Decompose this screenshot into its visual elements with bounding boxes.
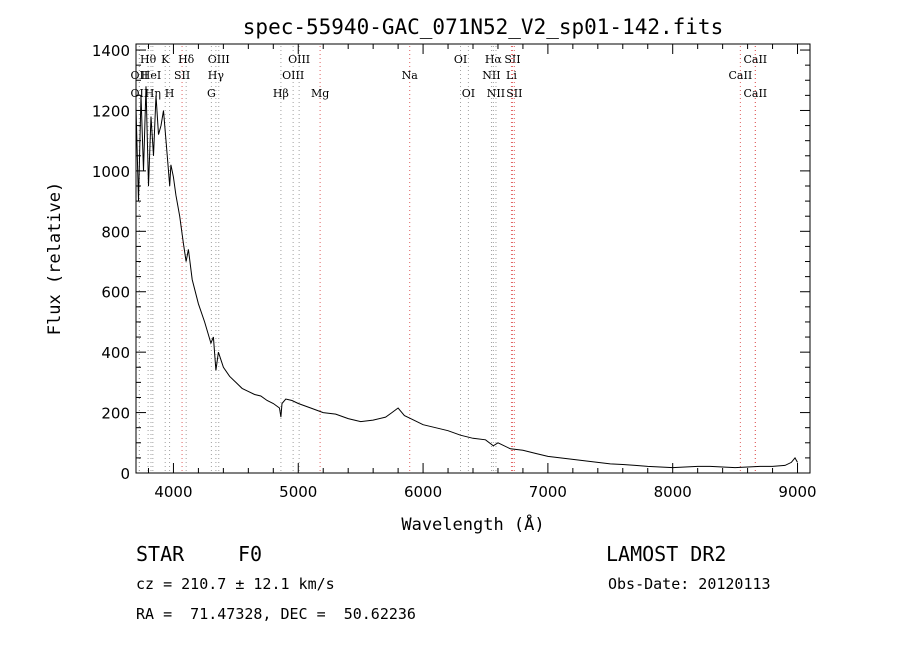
coordinates: RA = 71.47328, DEC = 50.62236 bbox=[136, 605, 416, 623]
line-label: SII bbox=[174, 69, 190, 82]
x-tick-label: 8000 bbox=[654, 483, 692, 501]
line-label: HeI bbox=[141, 69, 161, 82]
spectrum-line bbox=[135, 86, 798, 469]
line-label: OII bbox=[131, 69, 149, 82]
line-label: Hδ bbox=[178, 53, 195, 66]
velocity-text: cz = 210.7 ± 12.1 km/s bbox=[136, 575, 335, 593]
line-label: NII bbox=[487, 87, 505, 100]
line-label: Na bbox=[402, 69, 419, 82]
line-label: K bbox=[161, 53, 170, 66]
line-label: OII bbox=[131, 87, 149, 100]
object-subclass: F0 bbox=[238, 542, 263, 566]
survey-name: LAMOST DR2 bbox=[606, 542, 727, 566]
chart-title: spec-55940-GAC_071N52_V2_sp01-142.fits bbox=[243, 15, 723, 39]
line-label: NII bbox=[482, 69, 500, 82]
y-tick-label: 1400 bbox=[92, 42, 130, 60]
line-label: OIII bbox=[288, 53, 310, 66]
y-tick-label: 600 bbox=[101, 284, 130, 302]
line-label: OI bbox=[462, 87, 475, 100]
line-label: OIII bbox=[282, 69, 304, 82]
y-axis-label: Flux (relative) bbox=[45, 182, 65, 336]
line-label: G bbox=[207, 87, 216, 100]
y-tick-label: 400 bbox=[101, 344, 130, 362]
x-tick-label: 9000 bbox=[778, 483, 816, 501]
x-tick-label: 5000 bbox=[279, 483, 317, 501]
y-tick-label: 1000 bbox=[92, 163, 130, 181]
line-label: Mg bbox=[311, 87, 329, 100]
x-tick-label: 6000 bbox=[404, 483, 442, 501]
line-label: Hγ bbox=[208, 69, 225, 82]
line-label: Hη bbox=[145, 87, 161, 100]
plot-frame bbox=[135, 43, 811, 474]
y-tick-label: 0 bbox=[120, 465, 130, 483]
line-label: Hα bbox=[485, 53, 503, 66]
line-label: SII bbox=[504, 53, 520, 66]
line-label: Hθ bbox=[140, 53, 157, 66]
line-label: H bbox=[165, 87, 175, 100]
y-tick-label: 800 bbox=[101, 223, 130, 241]
obs-date: Obs-Date: 20120113 bbox=[608, 575, 771, 593]
x-tick-label: 7000 bbox=[529, 483, 567, 501]
line-label: CaII bbox=[743, 87, 767, 100]
y-tick-label: 1200 bbox=[92, 102, 130, 120]
y-tick-label: 200 bbox=[101, 405, 130, 423]
line-label: OIII bbox=[208, 53, 230, 66]
x-tick-label: 4000 bbox=[154, 483, 192, 501]
x-axis-label: Wavelength (Å) bbox=[401, 513, 544, 535]
line-label: Hβ bbox=[273, 87, 289, 100]
line-label: CaII bbox=[743, 53, 767, 66]
object-class: STAR bbox=[136, 542, 185, 566]
line-label: OI bbox=[454, 53, 467, 66]
line-label: Li bbox=[506, 69, 517, 82]
line-label: SII bbox=[506, 87, 522, 100]
line-label: CaII bbox=[729, 69, 753, 82]
